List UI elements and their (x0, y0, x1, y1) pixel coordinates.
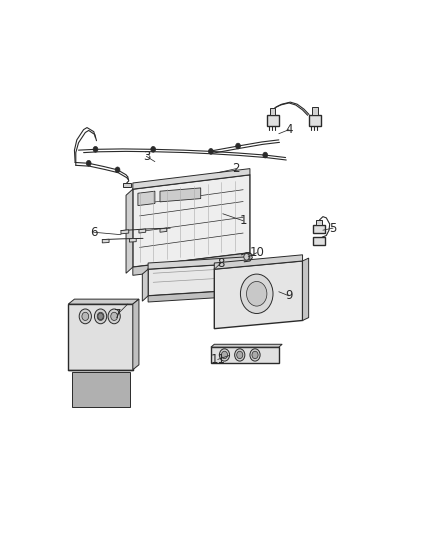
Polygon shape (267, 115, 279, 126)
Circle shape (243, 286, 247, 292)
Polygon shape (121, 230, 129, 234)
Text: 3: 3 (143, 150, 150, 163)
Polygon shape (160, 228, 167, 232)
Polygon shape (211, 347, 279, 363)
Circle shape (93, 147, 98, 152)
Circle shape (252, 351, 258, 359)
Circle shape (108, 309, 120, 324)
Text: 8: 8 (217, 256, 225, 270)
Polygon shape (133, 299, 139, 370)
Text: 7: 7 (114, 308, 121, 321)
Polygon shape (160, 188, 201, 202)
Circle shape (111, 312, 117, 320)
Polygon shape (214, 261, 303, 329)
Circle shape (250, 349, 260, 361)
Text: 1: 1 (240, 214, 247, 227)
Polygon shape (214, 255, 303, 269)
Circle shape (236, 143, 240, 149)
Polygon shape (138, 191, 155, 206)
Polygon shape (72, 372, 130, 407)
Polygon shape (148, 263, 247, 296)
Polygon shape (303, 258, 309, 320)
Polygon shape (133, 253, 250, 276)
Circle shape (222, 351, 227, 359)
Polygon shape (314, 225, 325, 233)
Text: 6: 6 (90, 226, 98, 239)
Circle shape (97, 312, 104, 320)
Polygon shape (148, 290, 247, 302)
Polygon shape (130, 238, 136, 242)
Polygon shape (102, 239, 109, 243)
Polygon shape (211, 344, 282, 347)
Polygon shape (126, 189, 133, 273)
Circle shape (237, 351, 243, 359)
Circle shape (219, 349, 230, 361)
Circle shape (208, 149, 213, 154)
Polygon shape (133, 175, 250, 267)
Circle shape (115, 167, 120, 173)
Circle shape (82, 312, 88, 320)
Circle shape (244, 254, 249, 260)
Circle shape (235, 349, 245, 361)
Polygon shape (314, 237, 325, 245)
Text: 4: 4 (285, 123, 293, 136)
Circle shape (263, 152, 268, 158)
Circle shape (86, 160, 91, 166)
Polygon shape (309, 115, 321, 126)
Polygon shape (124, 183, 131, 187)
Polygon shape (139, 229, 146, 233)
Circle shape (247, 281, 267, 306)
Polygon shape (312, 107, 318, 115)
Polygon shape (68, 304, 133, 370)
Text: 5: 5 (329, 222, 337, 235)
Circle shape (240, 274, 273, 313)
Text: 2: 2 (233, 162, 240, 175)
Polygon shape (270, 108, 276, 115)
Text: 9: 9 (285, 289, 293, 302)
Circle shape (98, 313, 103, 320)
Polygon shape (148, 257, 247, 269)
Text: 10: 10 (249, 246, 264, 259)
Circle shape (95, 309, 107, 324)
Circle shape (79, 309, 92, 324)
Text: 11: 11 (210, 353, 225, 366)
Polygon shape (133, 168, 250, 189)
Polygon shape (316, 220, 322, 225)
Polygon shape (68, 299, 139, 304)
Circle shape (151, 147, 155, 152)
Polygon shape (142, 269, 148, 301)
